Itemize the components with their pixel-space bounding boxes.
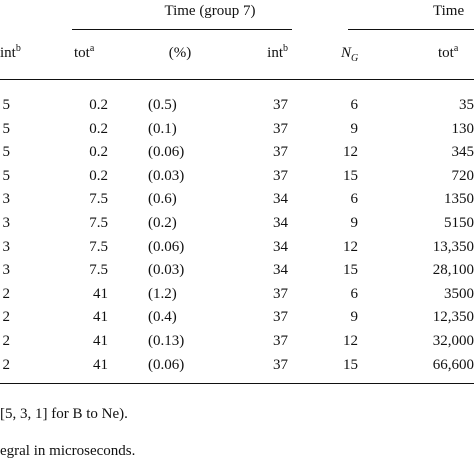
footnote-2: egral in microseconds. <box>0 443 136 459</box>
cell-pct: (0.03) <box>148 262 185 279</box>
cell-int: 34 <box>273 238 288 255</box>
cell-tot2: 3500 <box>444 285 474 302</box>
cell-tot: 0.2 <box>89 144 108 161</box>
col-tot-header: tota <box>74 43 95 61</box>
cell-tot2: 35 <box>459 97 474 113</box>
cell-int: 34 <box>273 262 288 279</box>
cell-ng: 15 <box>343 356 358 373</box>
cell-tot: 41 <box>93 333 108 349</box>
cell-tot2: 28,100 <box>432 262 474 279</box>
cell-tot: 41 <box>93 285 108 302</box>
cell-int-left: 3 <box>2 262 11 279</box>
col-ng-header: NG <box>341 45 359 64</box>
cell-tot2: 5150 <box>444 215 474 231</box>
cell-int: 37 <box>273 309 288 326</box>
cell-tot: 0.2 <box>89 167 108 184</box>
cell-tot2: 32,000 <box>432 333 474 349</box>
cell-int-left: 3 <box>2 238 11 255</box>
cell-int-left: 2 <box>2 333 11 349</box>
right-rule <box>348 29 474 30</box>
time-header-right: Time <box>433 3 465 19</box>
cell-tot: 7.5 <box>89 238 108 255</box>
cell-tot: 41 <box>93 309 108 326</box>
cell-tot: 0.2 <box>89 97 108 113</box>
cell-int: 37 <box>273 97 288 113</box>
cell-pct: (1.2) <box>148 285 177 302</box>
cell-ng: 6 <box>350 97 359 113</box>
cell-tot: 41 <box>93 356 108 373</box>
col-pct-header: (%) <box>168 45 192 61</box>
cell-pct: (0.6) <box>148 191 177 208</box>
cell-tot: 7.5 <box>89 262 108 279</box>
cell-pct: (0.5) <box>148 97 177 113</box>
cell-pct: (0.06) <box>148 356 185 373</box>
cell-tot2: 66,600 <box>432 356 474 373</box>
cell-ng: 15 <box>343 167 358 184</box>
footnote-1: [5, 3, 1] for B to Ne). <box>0 406 128 422</box>
cell-int-left: 5 <box>2 167 11 184</box>
cell-tot: 7.5 <box>89 191 108 208</box>
cell-pct: (0.1) <box>148 120 177 137</box>
col-tot2-header: tota <box>438 43 459 61</box>
cell-int: 37 <box>273 333 288 349</box>
header-rule <box>0 79 474 80</box>
cell-ng: 6 <box>350 191 359 208</box>
cell-int-left: 3 <box>2 191 11 208</box>
cell-int-left: 5 <box>2 120 11 137</box>
cell-ng: 12 <box>343 238 358 255</box>
cell-int: 37 <box>273 356 288 373</box>
cell-int: 37 <box>273 285 288 302</box>
col-int-header: intb <box>267 43 288 61</box>
cell-pct: (0.13) <box>148 333 185 349</box>
cell-ng: 15 <box>343 262 358 279</box>
cell-tot2: 720 <box>451 167 474 184</box>
cell-int: 34 <box>273 215 288 231</box>
cell-int: 37 <box>273 120 288 137</box>
cell-tot: 7.5 <box>89 215 108 231</box>
cell-pct: (0.06) <box>148 144 185 161</box>
cell-pct: (0.4) <box>148 309 177 326</box>
cell-ng: 9 <box>350 309 359 326</box>
cell-int-left: 5 <box>2 144 11 161</box>
cell-tot2: 345 <box>451 144 474 161</box>
cell-int: 37 <box>273 167 288 184</box>
group7-rule <box>72 29 292 30</box>
cell-int-left: 2 <box>2 309 11 326</box>
col-int-left-header: intb <box>0 43 21 61</box>
cell-ng: 12 <box>343 333 358 349</box>
cell-ng: 9 <box>350 120 359 137</box>
cell-pct: (0.03) <box>148 167 185 184</box>
bottom-rule <box>0 383 474 384</box>
cell-tot: 0.2 <box>89 120 108 137</box>
cell-pct: (0.2) <box>148 215 177 231</box>
cell-tot2: 130 <box>451 120 474 137</box>
cell-int-left: 2 <box>2 356 11 373</box>
cell-int-left: 2 <box>2 285 11 302</box>
cell-int-left: 5 <box>2 97 11 113</box>
cell-ng: 12 <box>343 144 358 161</box>
cell-int-left: 3 <box>2 215 11 231</box>
cell-ng: 6 <box>350 285 359 302</box>
group7-header: Time (group 7) <box>164 3 256 19</box>
cell-ng: 9 <box>350 215 359 231</box>
cell-tot2: 12,350 <box>432 309 474 326</box>
cell-tot2: 13,350 <box>432 238 474 255</box>
cell-pct: (0.06) <box>148 238 185 255</box>
cell-int: 37 <box>273 144 288 161</box>
cell-tot2: 1350 <box>444 191 474 208</box>
cell-int: 34 <box>273 191 288 208</box>
